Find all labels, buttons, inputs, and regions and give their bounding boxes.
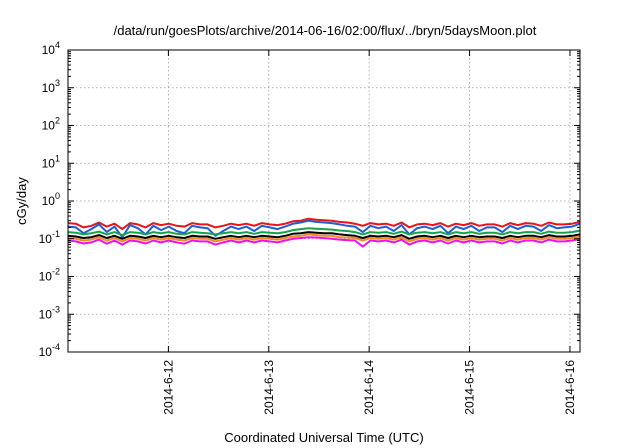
y-tick-label: 10-2 — [39, 267, 60, 284]
chart-title: /data/run/goesPlots/archive/2014-06-16/0… — [114, 23, 537, 38]
x-tick-label: 2014-6-12 — [161, 360, 175, 415]
y-tick-label: 103 — [42, 78, 60, 95]
y-tick-label: 104 — [42, 40, 60, 57]
x-axis: 2014-6-12 2014-6-13 2014-6-14 2014-6-15 2014… — [161, 50, 577, 415]
series-line-5 — [67, 233, 581, 243]
series-line-2 — [67, 219, 581, 239]
x-tick-label: 2014-6-14 — [362, 360, 376, 415]
series-line-6 — [67, 236, 581, 248]
series-line-4 — [67, 231, 581, 240]
y-tick-label: 102 — [42, 116, 60, 133]
x-tick-label: 2014-6-13 — [262, 360, 276, 415]
series-line-1 — [67, 217, 581, 231]
y-tick-label: 101 — [42, 153, 60, 170]
y-axis-label: cGy/day — [14, 177, 29, 225]
series-layer — [67, 217, 581, 248]
x-tick-label: 2014-6-15 — [463, 360, 477, 415]
y-tick-label: 10-4 — [39, 342, 60, 359]
y-tick-label: 10-1 — [39, 229, 60, 246]
y-tick-label: 100 — [42, 191, 60, 208]
y-axis: 10-4 10-3 10-2 10-1 100 101 102 103 104 — [39, 40, 580, 359]
x-tick-label: 2014-6-16 — [563, 360, 577, 415]
y-tick-label: 10-3 — [39, 304, 60, 321]
x-axis-label: Coordinated Universal Time (UTC) — [224, 430, 423, 445]
series-line-3 — [67, 227, 581, 237]
grid-layer — [68, 50, 580, 352]
